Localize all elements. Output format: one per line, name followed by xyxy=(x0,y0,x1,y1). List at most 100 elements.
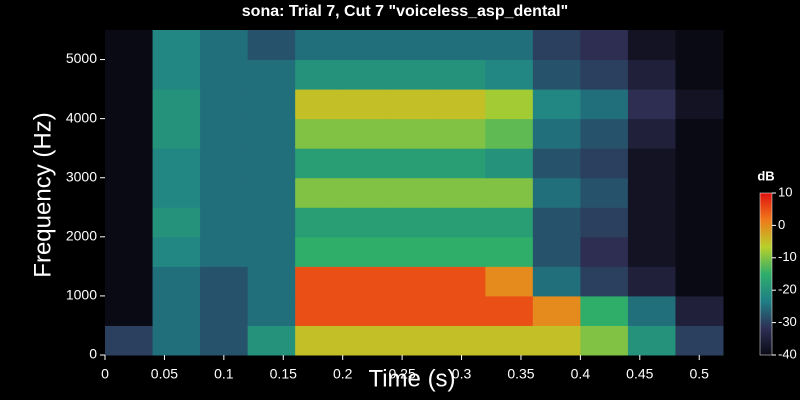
y-axis-label: Frequency (Hz) xyxy=(29,112,56,277)
spectrogram-cell xyxy=(247,325,296,356)
spectrogram-cell xyxy=(437,266,486,297)
spectrogram-cell xyxy=(247,30,296,61)
spectrogram-cell xyxy=(580,89,629,120)
spectrogram-cell xyxy=(200,266,249,297)
spectrogram-cell xyxy=(485,177,534,208)
spectrogram-cell xyxy=(675,266,724,297)
spectrogram-cell xyxy=(342,207,391,238)
spectrogram-cell xyxy=(437,177,486,208)
x-tick-label: 0 xyxy=(101,366,109,382)
x-tick-label: 0.15 xyxy=(270,366,297,382)
spectrogram-cell xyxy=(200,325,249,356)
spectrogram-cell xyxy=(580,30,629,61)
spectrogram-cell xyxy=(437,325,486,356)
spectrogram-cell xyxy=(485,325,534,356)
spectrogram-cell xyxy=(152,207,201,238)
spectrogram-cell xyxy=(247,177,296,208)
spectrogram-cell xyxy=(485,295,534,326)
x-tick-label: 0.05 xyxy=(151,366,178,382)
spectrogram-cell xyxy=(295,59,344,90)
spectrogram-cell xyxy=(105,89,154,120)
spectrogram-cell xyxy=(390,177,439,208)
spectrogram-cell xyxy=(200,295,249,326)
spectrogram-cell xyxy=(390,59,439,90)
colorbar-tick-label: -10 xyxy=(778,249,797,264)
spectrogram-cell xyxy=(152,118,201,149)
spectrogram-cell xyxy=(295,118,344,149)
spectrogram-cell xyxy=(390,148,439,179)
spectrogram-cell xyxy=(627,59,676,90)
y-tick-label: 0 xyxy=(89,346,97,362)
spectrogram-cell xyxy=(247,59,296,90)
y-tick-label: 4000 xyxy=(66,109,97,125)
spectrogram-cell xyxy=(247,148,296,179)
spectrogram-cell xyxy=(105,118,154,149)
spectrogram-cell xyxy=(152,177,201,208)
spectrogram-cell xyxy=(105,266,154,297)
spectrogram-cell xyxy=(675,89,724,120)
spectrogram-cell xyxy=(200,236,249,267)
spectrogram-cell xyxy=(675,236,724,267)
spectrogram-cell xyxy=(675,59,724,90)
spectrogram-cell xyxy=(105,148,154,179)
spectrogram-cell xyxy=(390,325,439,356)
spectrogram-cell xyxy=(200,207,249,238)
spectrogram-cell xyxy=(342,295,391,326)
spectrogram-cell xyxy=(532,266,581,297)
colorbar-tick-label: 0 xyxy=(778,217,785,232)
spectrogram-cell xyxy=(105,177,154,208)
spectrogram-cell xyxy=(152,89,201,120)
spectrogram-cell xyxy=(485,59,534,90)
spectrogram-cell xyxy=(342,177,391,208)
x-tick-label: 0.5 xyxy=(689,366,709,382)
spectrogram-cell xyxy=(390,30,439,61)
spectrogram-cell xyxy=(485,118,534,149)
x-tick-label: 0.45 xyxy=(626,366,653,382)
spectrogram-cell xyxy=(675,118,724,149)
spectrogram-cell xyxy=(200,118,249,149)
spectrogram-cell xyxy=(437,118,486,149)
spectrogram-cell xyxy=(627,148,676,179)
spectrogram-cell xyxy=(342,89,391,120)
spectrogram-cell xyxy=(485,266,534,297)
spectrogram-cell xyxy=(390,295,439,326)
spectrogram-cell xyxy=(675,325,724,356)
spectrogram-cell xyxy=(532,207,581,238)
spectrogram-cell xyxy=(675,207,724,238)
spectrogram-cell xyxy=(437,236,486,267)
colorbar-label: dB xyxy=(757,168,774,183)
spectrogram-cell xyxy=(200,148,249,179)
spectrogram-cell xyxy=(247,236,296,267)
spectrogram-cell xyxy=(580,148,629,179)
spectrogram-cell xyxy=(105,236,154,267)
spectrogram-cell xyxy=(532,177,581,208)
spectrogram-cell xyxy=(295,148,344,179)
spectrogram-cell xyxy=(532,89,581,120)
spectrogram-cell xyxy=(247,207,296,238)
spectrogram-cell xyxy=(437,30,486,61)
spectrogram-cell xyxy=(485,236,534,267)
spectrogram-cell xyxy=(152,59,201,90)
chart-title: sona: Trial 7, Cut 7 "voiceless_asp_dent… xyxy=(242,3,568,20)
spectrogram-cell xyxy=(295,236,344,267)
spectrogram-cell xyxy=(627,118,676,149)
spectrogram-cell xyxy=(627,177,676,208)
x-axis-label: Time (s) xyxy=(368,365,455,392)
spectrogram-cell xyxy=(200,30,249,61)
spectrogram-cell xyxy=(342,325,391,356)
spectrogram-cell xyxy=(390,266,439,297)
spectrogram-cell xyxy=(152,325,201,356)
spectrogram-cell xyxy=(152,30,201,61)
spectrogram-cell xyxy=(532,236,581,267)
spectrogram-cell xyxy=(247,295,296,326)
spectrogram-cell xyxy=(580,118,629,149)
y-tick-label: 3000 xyxy=(66,168,97,184)
spectrogram-cell xyxy=(105,325,154,356)
x-tick-label: 0.3 xyxy=(452,366,472,382)
x-tick-label: 0.1 xyxy=(214,366,234,382)
spectrogram-cell xyxy=(627,295,676,326)
spectrogram-cell xyxy=(295,266,344,297)
spectrogram-cell xyxy=(485,30,534,61)
spectrogram-cell xyxy=(152,236,201,267)
